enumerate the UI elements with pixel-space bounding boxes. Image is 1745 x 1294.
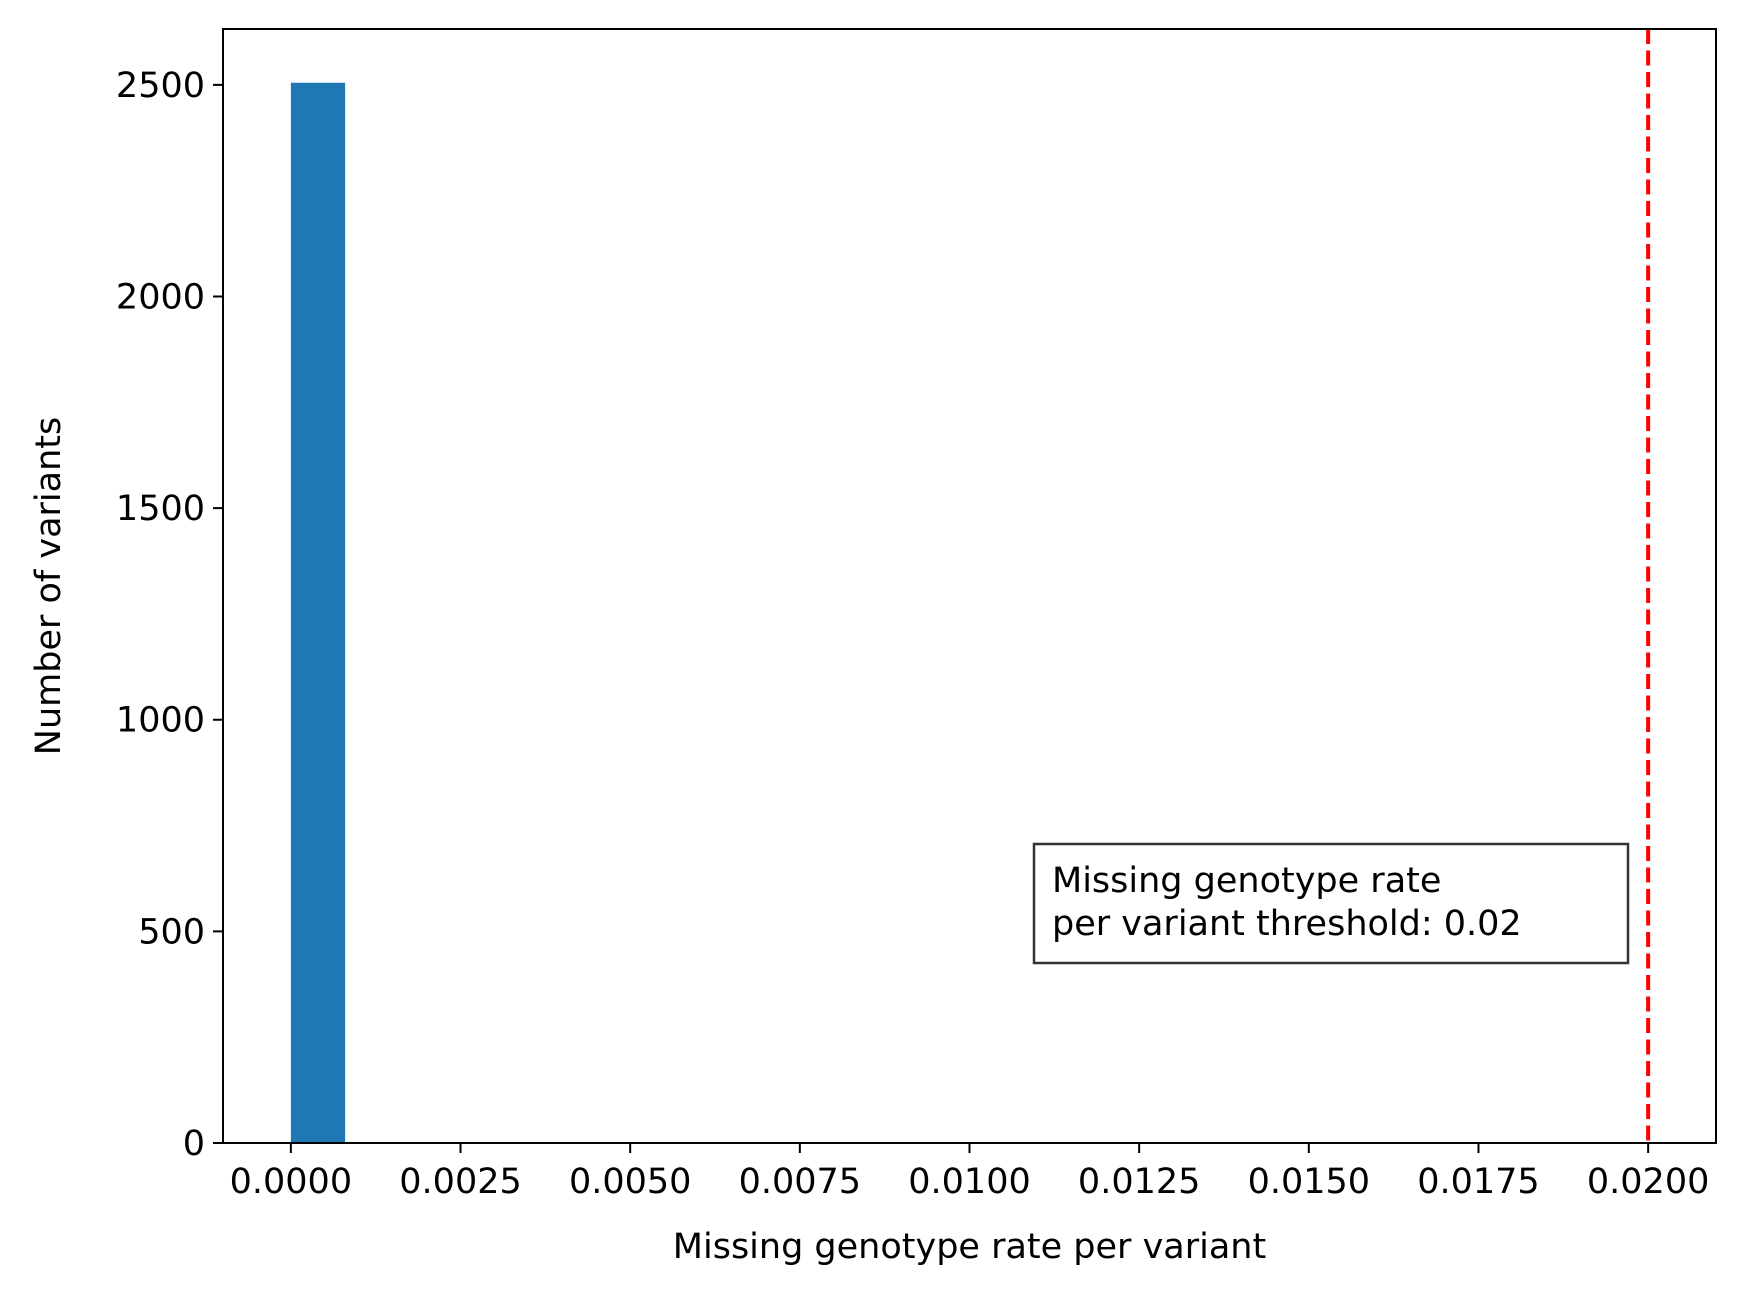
x-tick-label-0: 0.0000 xyxy=(230,1162,352,1202)
annotation-line-1: Missing genotype rate xyxy=(1052,861,1441,901)
x-tick-label-3: 0.0075 xyxy=(739,1162,861,1202)
threshold-annotation: Missing genotype rate per variant thresh… xyxy=(1032,842,1630,965)
y-tick-label-2: 1000 xyxy=(116,701,205,741)
x-tick-label-6: 0.0150 xyxy=(1248,1162,1370,1202)
y-tick-label-0: 0 xyxy=(183,1124,205,1164)
plot-frame xyxy=(222,28,1717,1144)
x-tick-label-7: 0.0175 xyxy=(1417,1162,1539,1202)
x-tick-label-5: 0.0125 xyxy=(1078,1162,1200,1202)
y-tick-label-5: 2500 xyxy=(116,66,205,106)
y-tick-label-1: 500 xyxy=(138,912,205,952)
y-tick-label-4: 2000 xyxy=(116,277,205,317)
annotation-box xyxy=(1032,842,1630,965)
x-tick-label-4: 0.0100 xyxy=(908,1162,1030,1202)
y-tick-label-3: 1500 xyxy=(116,489,205,529)
x-tick-label-8: 0.0200 xyxy=(1587,1162,1709,1202)
annotation-line-2: per variant threshold: 0.02 xyxy=(1052,904,1522,944)
y-axis-label: Number of variants xyxy=(29,417,69,755)
x-tick-label-1: 0.0025 xyxy=(399,1162,521,1202)
histogram-bar-0 xyxy=(290,82,346,1143)
y-axis: 0 500 1000 1500 2000 2500 xyxy=(116,66,223,1164)
bars-group xyxy=(290,82,346,1143)
x-axis-label: Missing genotype rate per variant xyxy=(673,1227,1266,1267)
x-tick-label-2: 0.0050 xyxy=(569,1162,691,1202)
x-axis: 0.0000 0.0025 0.0050 0.0075 0.0100 0.0125 0.01… xyxy=(230,1143,1709,1202)
